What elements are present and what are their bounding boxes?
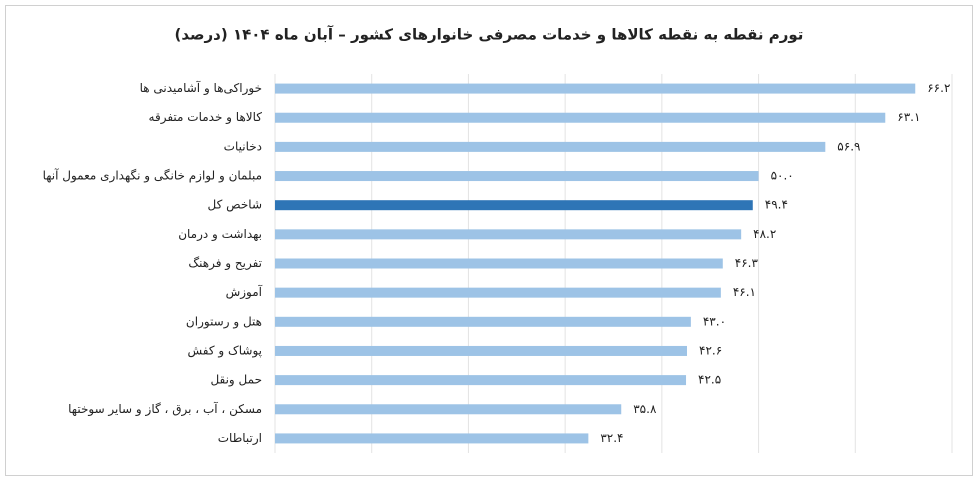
y-tick-label: آموزش: [226, 284, 263, 300]
value-label: ۶۳.۱: [897, 110, 920, 124]
bar: [275, 200, 753, 211]
value-label: ۴۲.۶: [699, 343, 722, 357]
bar: [275, 433, 589, 444]
bar: [275, 404, 622, 415]
bar: [275, 171, 759, 182]
value-label: ۴۸.۲: [753, 227, 776, 241]
bar: [275, 287, 721, 298]
bar: [275, 141, 826, 152]
value-label: ۴۶.۳: [735, 256, 759, 270]
value-label: ۶۶.۲: [927, 81, 950, 95]
chart-title: تورم نقطه به نقطه کالاها و خدمات مصرفی خ…: [175, 26, 804, 44]
value-label: ۴۹.۴: [765, 198, 788, 212]
bar: [275, 375, 687, 386]
y-tick-label: دخانیات: [224, 139, 262, 153]
y-tick-label: مبلمان و لوازم خانگی و نگهداری معمول آنه…: [43, 168, 262, 184]
value-label: ۳۲.۴: [600, 431, 623, 445]
bar: [275, 229, 742, 240]
bar: [275, 83, 916, 94]
y-tick-label: هتل و رستوران: [186, 314, 262, 329]
y-tick-label: تفریح و فرهنگ: [188, 256, 262, 271]
y-tick-label: ارتباطات: [218, 431, 262, 446]
value-label: ۵۰.۰: [771, 169, 794, 183]
y-tick-label: مسکن ، آب ، برق ، گاز و سایر سوختها: [68, 401, 262, 417]
value-label: ۵۶.۹: [837, 139, 860, 153]
value-label: ۴۳.۰: [703, 314, 726, 328]
y-tick-label: پوشاک و کفش: [188, 343, 263, 358]
y-tick-label: خوراکی‌ها و آشامیدنی ها: [140, 80, 262, 96]
bar: [275, 258, 723, 269]
y-tick-label: بهداشت و درمان: [178, 227, 262, 242]
y-tick-label: حمل ونقل: [210, 373, 262, 388]
bar: [275, 112, 886, 123]
value-label: ۴۶.۱: [733, 285, 756, 299]
value-label: ۴۲.۵: [698, 373, 721, 387]
bar: [275, 345, 688, 356]
value-label: ۳۵.۸: [633, 402, 657, 416]
bar: [275, 316, 691, 327]
y-tick-label: کالاها و خدمات متفرقه: [149, 110, 263, 125]
y-tick-label: شاخص کل: [208, 198, 262, 213]
